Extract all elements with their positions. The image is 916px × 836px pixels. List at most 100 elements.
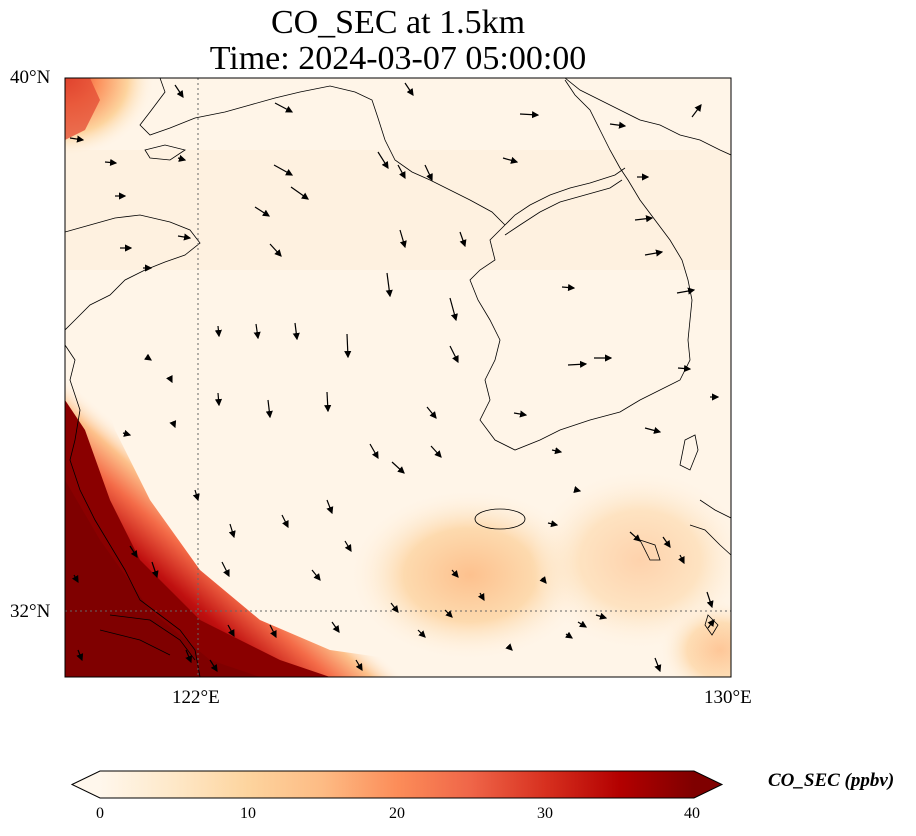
wind-arrow — [355, 659, 363, 672]
wind-arrow — [228, 523, 236, 539]
wind-arrow — [214, 392, 223, 407]
wind-arrow — [185, 649, 193, 664]
wind-arrow — [177, 233, 192, 241]
wind-arrow — [397, 164, 406, 180]
wind-arrow — [477, 592, 485, 602]
wind-arrow — [174, 84, 184, 98]
wind-arrow — [326, 499, 334, 515]
colorbar-tick-40: 40 — [684, 805, 700, 822]
wind-arrow — [281, 514, 289, 529]
colorbar-outline — [70, 770, 724, 799]
wind-arrow — [678, 554, 685, 565]
wind-arrow — [269, 243, 282, 257]
colorbar-tick-20: 20 — [389, 805, 405, 822]
wind-arrow — [344, 333, 352, 359]
wind-arrow — [595, 612, 608, 620]
lat-tick-label-32: 32°N — [10, 601, 51, 622]
wind-arrow — [331, 621, 340, 633]
colorbar-extend-high — [694, 771, 722, 798]
colorbar — [70, 770, 724, 799]
wind-arrow — [449, 297, 458, 322]
wind-arrow — [459, 231, 467, 248]
wind-arrow — [551, 447, 563, 455]
wind-arrow — [444, 609, 453, 618]
wind-arrow — [129, 545, 138, 559]
wind-arrow — [404, 82, 414, 96]
map-frame — [64, 77, 732, 678]
wind-arrow — [634, 215, 654, 223]
wind-arrow — [451, 569, 459, 578]
coastlines — [65, 78, 731, 677]
colorbar-tick-30: 30 — [537, 805, 553, 822]
wind-arrow — [274, 102, 294, 113]
wind-arrow — [311, 569, 321, 581]
wind-arrow — [399, 229, 407, 249]
wind-arrow — [209, 659, 218, 673]
wind-arrow — [449, 345, 459, 364]
colorbar-bar — [100, 771, 694, 798]
wind-arrow — [424, 164, 433, 182]
colorbar-extend-low — [72, 771, 100, 798]
wind-arrow — [573, 486, 582, 494]
lat-tick-label-40: 40°N — [10, 67, 51, 88]
wind-arrow — [104, 158, 118, 167]
wind-arrow — [71, 574, 79, 584]
wind-arrow — [69, 135, 85, 143]
wind-arrow — [166, 375, 173, 384]
wind-arrow — [706, 591, 714, 609]
map-title: CO_SEC at 1.5km — [270, 4, 526, 41]
wind-arrow — [177, 154, 187, 162]
wind-arrow — [502, 156, 519, 164]
lon-tick-label-130: 130°E — [704, 687, 752, 708]
wind-arrow — [565, 631, 573, 639]
wind-arrow — [430, 445, 442, 458]
wind-arrow — [539, 576, 547, 584]
wind-arrow — [547, 520, 559, 528]
wind-arrow — [214, 325, 222, 338]
co-field-shading — [65, 78, 731, 677]
wind-arrow — [76, 649, 84, 662]
wind-arrow — [676, 287, 696, 295]
wind-arrow — [644, 249, 664, 257]
wind-arrow — [122, 429, 132, 437]
wind-arrow — [324, 391, 332, 413]
colorbar-label: CO_SEC (ppbv) — [768, 770, 895, 791]
wind-arrow — [377, 151, 389, 170]
wind-arrow — [265, 399, 273, 419]
wind-arrow — [169, 420, 177, 429]
wind-arrow — [151, 561, 159, 579]
wind-arrow — [344, 540, 352, 553]
wind-arrow — [254, 206, 271, 217]
wind-arrow — [290, 186, 309, 200]
wind-arrow — [707, 619, 715, 629]
wind-arrow — [144, 353, 152, 361]
wind-arrow — [292, 322, 300, 341]
wind-arrow — [577, 620, 588, 628]
lon-tick-label-122: 122°E — [172, 687, 220, 708]
wind-arrow — [654, 657, 662, 673]
wind-arrow — [691, 104, 702, 118]
wind-arrow — [227, 624, 235, 638]
wind-arrow — [629, 531, 641, 542]
wind-arrow — [519, 111, 540, 119]
wind-arrow — [567, 360, 588, 368]
wind-arrow — [561, 283, 576, 292]
wind-arrow — [677, 364, 692, 373]
map-time: Time: 2024-03-07 05:00:00 — [209, 40, 587, 77]
wind-arrow — [390, 602, 399, 613]
wind-arrow — [513, 410, 528, 418]
colorbar-tick-0: 0 — [96, 805, 104, 822]
wind-arrow — [662, 536, 671, 548]
wind-arrow — [192, 489, 200, 502]
wind-vectors — [69, 82, 720, 673]
wind-arrow — [417, 629, 426, 638]
wind-arrow — [391, 461, 405, 474]
wind-arrow — [609, 121, 627, 129]
wind-arrow — [221, 561, 230, 578]
wind-arrow — [273, 164, 294, 176]
gridlines — [65, 78, 731, 677]
wind-arrow — [505, 643, 513, 651]
wind-arrow — [369, 443, 379, 460]
wind-arrow — [644, 426, 662, 434]
